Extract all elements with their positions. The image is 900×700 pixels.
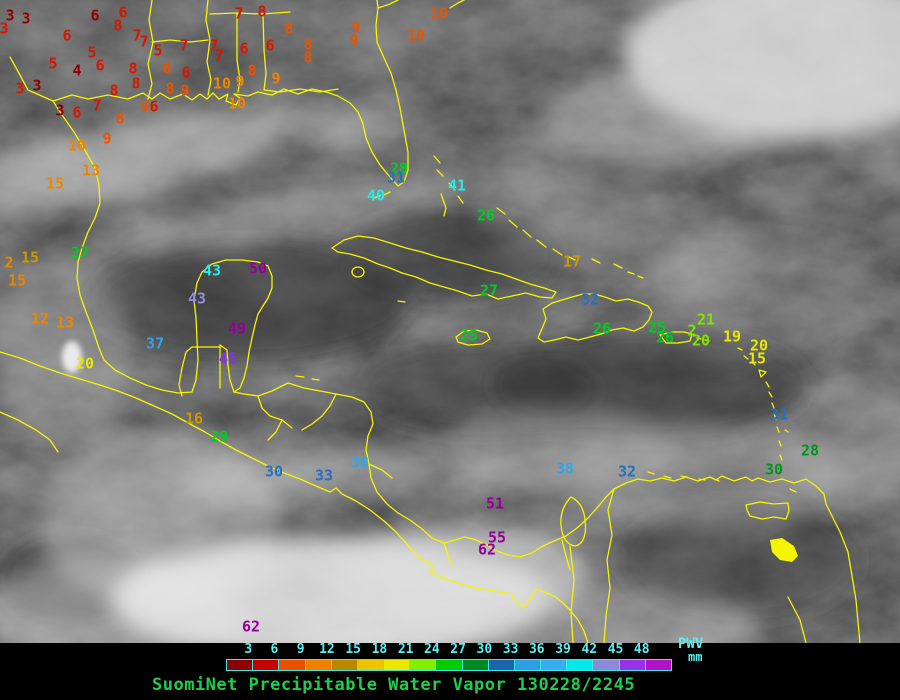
colorbar-segment (514, 660, 542, 670)
colorbar-tick: 42 (581, 642, 598, 657)
colorbar-segment (253, 660, 280, 670)
colorbar-segment (279, 660, 306, 670)
colorbar-segment (541, 660, 568, 670)
colorbar-segment (305, 660, 332, 670)
colorbar-tick: 36 (528, 642, 545, 657)
colorbar-segment (227, 660, 254, 670)
colorbar-segment (645, 660, 671, 670)
colorbar-segment (488, 660, 515, 670)
satellite-map: 3 3 3 6 6 8 6 7 7 5 5 4 6 3 3 3 6 7 8 8 8 5 7 6 8 8 9 9 6 8 9 10 13 15 7 7 6… (0, 0, 900, 643)
colorbar-segment (593, 660, 620, 670)
product-title: SuomiNet Precipitable Water Vapor 130228… (152, 675, 636, 695)
colorbar-tick: 21 (397, 642, 414, 657)
colorbar-segment (436, 660, 463, 670)
colorbar-segment (384, 660, 411, 670)
colorbar-tick: 6 (270, 642, 279, 657)
colorbar-tick: 33 (502, 642, 519, 657)
colorbar-tick: 24 (424, 642, 440, 657)
colorbar-tick: 48 (633, 642, 650, 657)
colorbar-tick: 3 (244, 642, 253, 657)
colorbar-segment (410, 660, 437, 670)
colorbar-segment (619, 660, 646, 670)
colorbar-tick: 39 (555, 642, 571, 657)
colorbar-segment (567, 660, 594, 670)
colorbar-tick: 45 (607, 642, 624, 657)
colorbar-tick: 30 (476, 642, 493, 657)
colorbar-tick: 18 (371, 642, 388, 657)
colorbar-tick: 27 (450, 642, 466, 657)
colorbar-segment (357, 660, 385, 670)
satellite-imagery-svg (0, 0, 900, 643)
coastline-borders (0, 0, 861, 643)
cloud-imagery (0, 0, 900, 643)
colorbar-tick: 15 (345, 642, 361, 657)
pwv-unit-label: PWV (678, 636, 704, 652)
colorbar-segment (331, 660, 358, 670)
colorbar-tick: 12 (319, 642, 335, 657)
colorbar-segment (462, 660, 489, 670)
pwv-unit-mm: mm (688, 650, 703, 664)
bright-cloud-spot (62, 341, 82, 373)
colorbar-tick: 9 (296, 642, 305, 657)
pwv-colorbar (226, 659, 672, 671)
